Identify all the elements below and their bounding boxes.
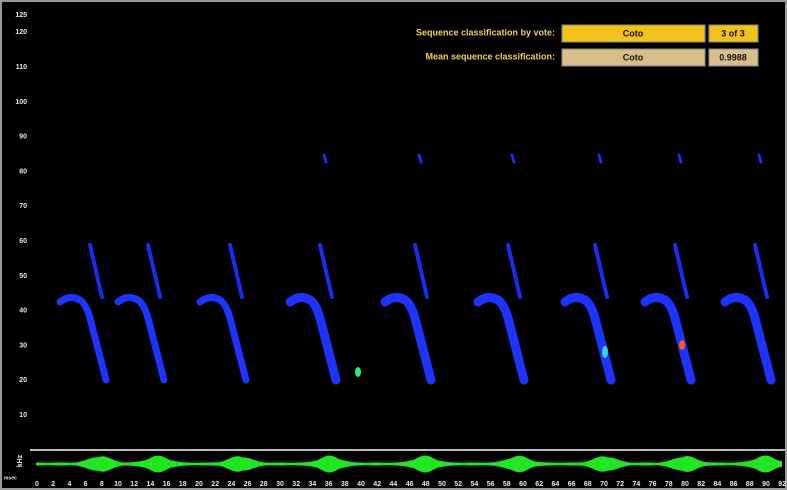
x-axis-unit: msec (4, 475, 17, 481)
x-tick-label: 50 (438, 481, 446, 488)
x-tick-label: 84 (714, 481, 722, 488)
x-tick-label: 24 (228, 481, 236, 488)
x-tick-label: 6 (84, 481, 88, 488)
call-upper (679, 155, 681, 162)
hotspot (679, 340, 685, 350)
x-tick-label: 40 (357, 481, 365, 488)
x-tick-label: 60 (519, 481, 527, 488)
x-tick-label: 72 (616, 481, 624, 488)
mean-label: Mean sequence classification: (425, 51, 555, 61)
x-tick-label: 20 (195, 481, 203, 488)
y-tick-label: 70 (19, 203, 27, 210)
call-upper (419, 155, 421, 162)
x-tick-label: 62 (535, 481, 543, 488)
x-tick-label: 36 (325, 481, 333, 488)
x-tick-label: 66 (568, 481, 576, 488)
x-tick-label: 16 (163, 481, 171, 488)
x-tick-label: 42 (373, 481, 381, 488)
y-tick-label: 20 (19, 377, 27, 384)
app-window: Sequence classification by vote: Coto 3 … (0, 0, 787, 490)
mean-species: Coto (623, 52, 644, 62)
x-tick-label: 90 (762, 481, 770, 488)
hotspot (602, 346, 608, 358)
x-tick-label: 22 (211, 481, 219, 488)
y-tick-label: 120 (15, 29, 27, 36)
x-tick-label: 34 (309, 481, 317, 488)
x-tick-label: 70 (600, 481, 608, 488)
x-tick-label: 26 (244, 481, 252, 488)
y-tick-label: 100 (15, 99, 27, 106)
y-axis-unit: kHz (17, 454, 24, 467)
x-tick-label: 86 (730, 481, 738, 488)
x-tick-label: 4 (67, 481, 71, 488)
x-tick-label: 54 (471, 481, 479, 488)
x-tick-label: 38 (341, 481, 349, 488)
y-tick-label: 80 (19, 168, 27, 175)
x-tick-label: 28 (260, 481, 268, 488)
vote-species: Coto (623, 28, 644, 38)
x-tick-label: 12 (130, 481, 138, 488)
x-tick-label: 18 (179, 481, 187, 488)
x-tick-label: 64 (552, 481, 560, 488)
x-tick-label: 14 (147, 481, 155, 488)
x-tick-label: 10 (114, 481, 122, 488)
x-tick-label: 80 (681, 481, 689, 488)
y-tick-label: 125 (15, 12, 27, 19)
y-tick-label: 50 (19, 273, 27, 280)
x-tick-label: 44 (390, 481, 398, 488)
hotspot (355, 367, 361, 377)
x-tick-label: 46 (406, 481, 414, 488)
x-tick-label: 78 (665, 481, 673, 488)
x-tick-label: 56 (487, 481, 495, 488)
x-tick-label: 52 (454, 481, 462, 488)
y-tick-label: 110 (16, 64, 27, 71)
y-tick-label: 40 (19, 308, 27, 315)
x-tick-label: 8 (100, 481, 104, 488)
x-tick-label: 2 (51, 481, 55, 488)
mean-score: 0.9988 (719, 52, 747, 62)
call-upper (512, 155, 514, 162)
x-tick-label: 0 (35, 481, 39, 488)
x-tick-label: 48 (422, 481, 430, 488)
y-tick-label: 30 (19, 342, 27, 349)
x-tick-label: 68 (584, 481, 592, 488)
x-tick-label: 58 (503, 481, 511, 488)
call-upper (599, 155, 601, 162)
call-upper (324, 155, 326, 162)
vote-label: Sequence classification by vote: (416, 27, 555, 37)
x-tick-label: 82 (697, 481, 705, 488)
background (0, 0, 787, 490)
x-tick-label: 92 (778, 481, 786, 488)
x-tick-label: 30 (276, 481, 284, 488)
vote-count: 3 of 3 (721, 28, 745, 38)
spectrogram-view: Sequence classification by vote: Coto 3 … (0, 0, 787, 490)
x-tick-label: 74 (633, 481, 641, 488)
x-tick-label: 32 (292, 481, 300, 488)
x-tick-label: 76 (649, 481, 657, 488)
y-tick-label: 60 (19, 238, 27, 245)
call-upper (759, 155, 761, 162)
y-tick-label: 10 (19, 412, 27, 419)
y-tick-label: 90 (19, 134, 27, 141)
x-tick-label: 88 (746, 481, 754, 488)
